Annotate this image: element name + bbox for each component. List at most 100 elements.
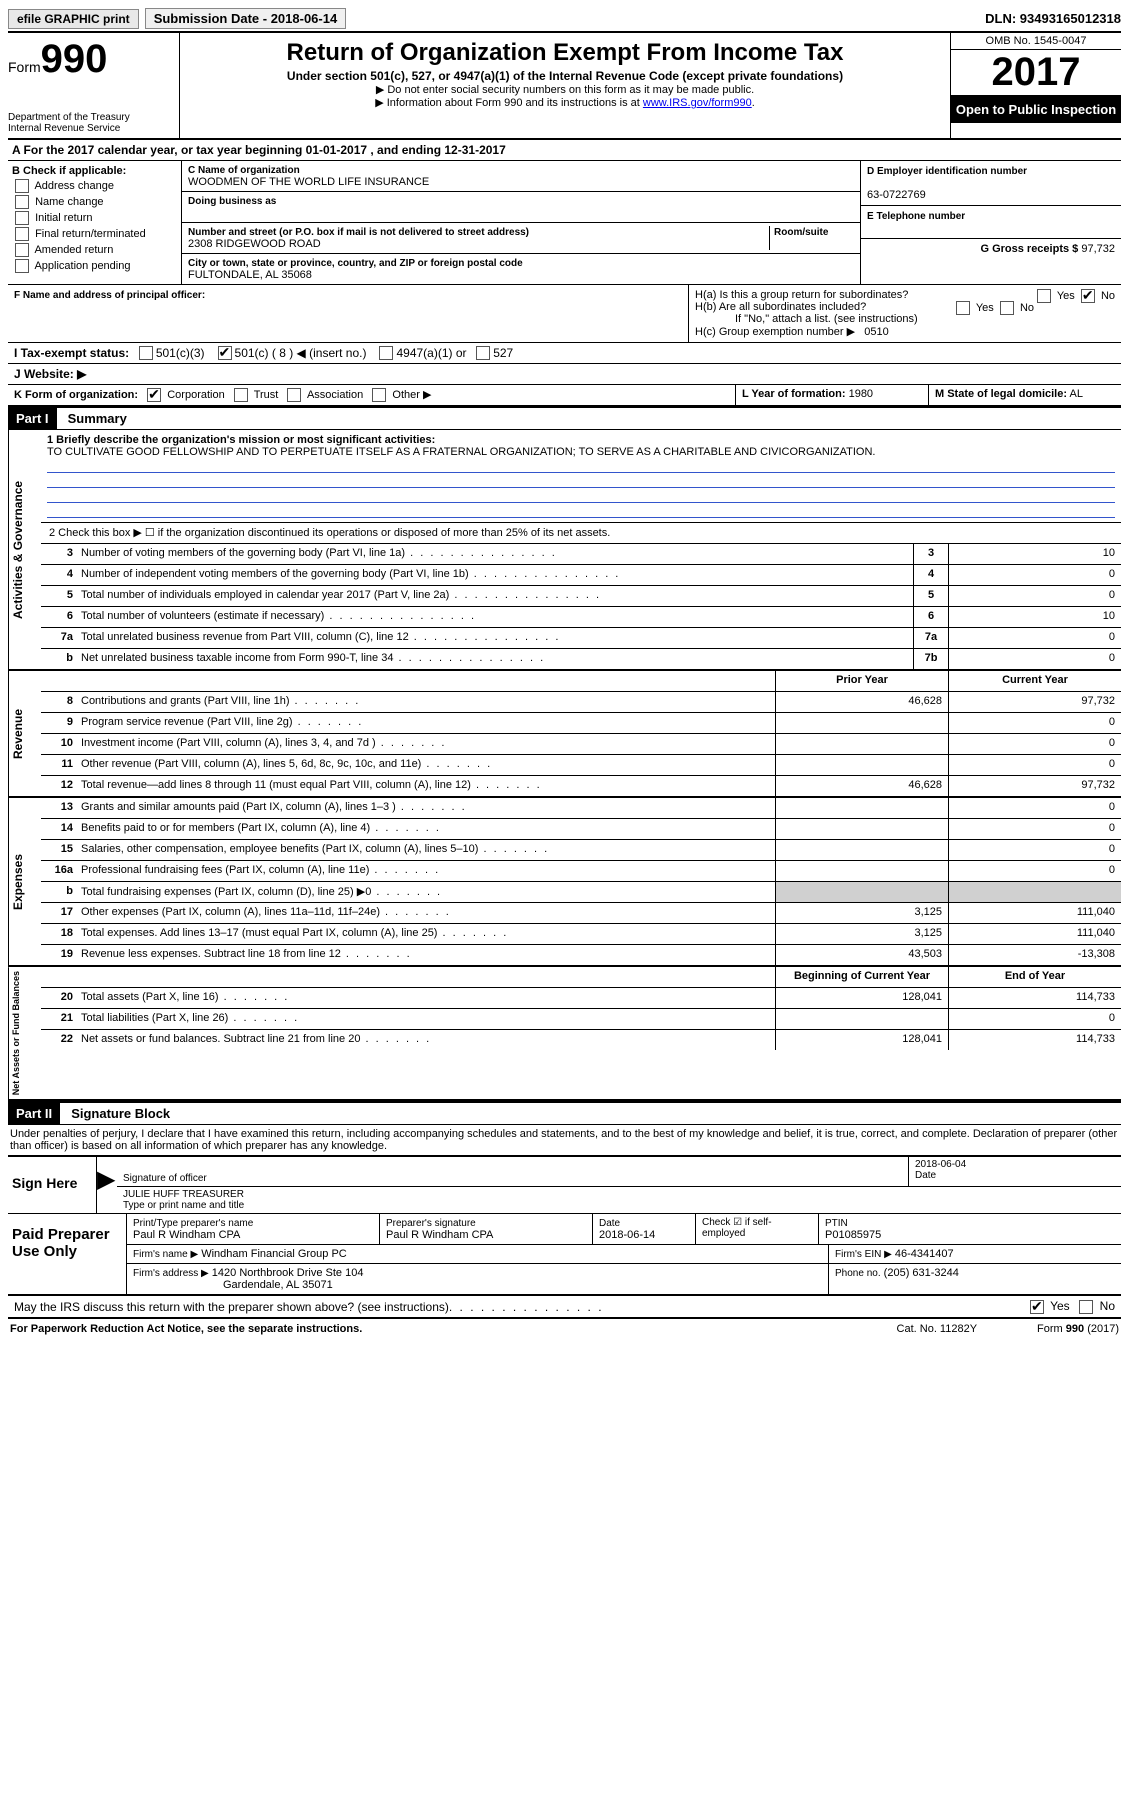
hb-note: If "No," attach a list. (see instruction…: [695, 313, 1115, 325]
tax-exempt-label: I Tax-exempt status:: [14, 346, 129, 360]
note-info-pre: ▶ Information about Form 990 and its ins…: [375, 97, 643, 109]
ein-cell: D Employer identification number 63-0722…: [861, 161, 1121, 206]
summary-row: b Total fundraising expenses (Part IX, c…: [41, 882, 1121, 903]
discuss-label: May the IRS discuss this return with the…: [14, 1300, 449, 1314]
net-assets-section: Net Assets or Fund Balances Beginning of…: [8, 967, 1121, 1101]
street-address: 2308 RIDGEWOOD ROAD: [188, 238, 321, 250]
summary-row: 20 Total assets (Part X, line 16) 128,04…: [41, 988, 1121, 1009]
cb-association[interactable]: [287, 388, 301, 402]
cb-discuss-yes[interactable]: [1030, 1300, 1044, 1314]
room-label: Room/suite: [774, 227, 828, 238]
summary-row: 6 Total number of volunteers (estimate i…: [41, 607, 1121, 628]
hc-row: H(c) Group exemption number ▶ 0510: [695, 325, 1115, 338]
year-formation-label: L Year of formation:: [742, 388, 846, 400]
address-label: Number and street (or P.O. box if mail i…: [188, 227, 529, 238]
summary-row: b Net unrelated business taxable income …: [41, 649, 1121, 669]
org-name-label: C Name of organization: [188, 165, 300, 176]
irs-link[interactable]: www.IRS.gov/form990: [643, 97, 752, 109]
summary-row: 10 Investment income (Part VIII, column …: [41, 734, 1121, 755]
arrow-icon: ▶: [97, 1157, 117, 1213]
prior-year-header: Prior Year: [775, 671, 948, 691]
cb-final-return[interactable]: Final return/terminated: [12, 227, 177, 241]
mission-line: [47, 458, 1115, 473]
form-org-label: K Form of organization:: [14, 389, 138, 401]
section-m: M State of legal domicile: AL: [928, 385, 1121, 405]
open-inspection: Open to Public Inspection: [951, 96, 1121, 123]
section-c: C Name of organization WOODMEN OF THE WO…: [182, 161, 860, 284]
pra-notice: For Paperwork Reduction Act Notice, see …: [10, 1323, 362, 1335]
summary-row: 8 Contributions and grants (Part VIII, l…: [41, 692, 1121, 713]
end-year-header: End of Year: [948, 967, 1121, 987]
cb-501c3[interactable]: [139, 346, 153, 360]
cb-corporation[interactable]: [147, 388, 161, 402]
ein-label: D Employer identification number: [867, 166, 1027, 177]
firm-addr-label: Firm's address ▶: [133, 1268, 209, 1279]
part1-title: Summary: [60, 411, 127, 426]
cb-address-change[interactable]: Address change: [12, 179, 177, 193]
begin-year-header: Beginning of Current Year: [775, 967, 948, 987]
vtab-net-assets: Net Assets or Fund Balances: [8, 967, 41, 1099]
website-row: J Website: ▶: [8, 364, 1121, 385]
cb-trust[interactable]: [234, 388, 248, 402]
firm-name: Windham Financial Group PC: [201, 1248, 347, 1260]
top-bar: efile GRAPHIC print Submission Date - 20…: [8, 8, 1121, 33]
calendar-year-row: A For the 2017 calendar year, or tax yea…: [8, 140, 1121, 161]
firm-name-label: Firm's name ▶: [133, 1249, 198, 1260]
gross-receipts-value: 97,732: [1081, 243, 1115, 255]
section-de: D Employer identification number 63-0722…: [860, 161, 1121, 284]
principal-officer-label: F Name and address of principal officer:: [14, 290, 205, 301]
gross-receipts-cell: G Gross receipts $ 97,732: [861, 239, 1121, 259]
note-info: ▶ Information about Form 990 and its ins…: [190, 96, 940, 109]
summary-row: 5 Total number of individuals employed i…: [41, 586, 1121, 607]
summary-row: 9 Program service revenue (Part VIII, li…: [41, 713, 1121, 734]
cb-initial-return[interactable]: Initial return: [12, 211, 177, 225]
form-header: Form990 Department of the Treasury Inter…: [8, 33, 1121, 140]
cb-other[interactable]: [372, 388, 386, 402]
org-name-cell: C Name of organization WOODMEN OF THE WO…: [182, 161, 860, 192]
address-cell: Number and street (or P.O. box if mail i…: [182, 223, 860, 254]
form-number: Form990: [8, 37, 173, 82]
cb-discuss-no[interactable]: [1079, 1300, 1093, 1314]
cb-4947[interactable]: [379, 346, 393, 360]
line2-text: 2 Check this box ▶ ☐ if the organization…: [41, 523, 1121, 543]
part1-badge: Part I: [8, 408, 57, 429]
preparer-signature: Paul R Windham CPA: [386, 1229, 493, 1241]
form-num: 990: [41, 37, 108, 81]
summary-row: 21 Total liabilities (Part X, line 26) 0: [41, 1009, 1121, 1030]
ptin-label: PTIN: [825, 1218, 848, 1229]
cb-527[interactable]: [476, 346, 490, 360]
domicile-label: M State of legal domicile:: [935, 388, 1067, 400]
firm-ein-label: Firm's EIN ▶: [835, 1249, 892, 1260]
officer-name: JULIE HUFF TREASURER: [123, 1189, 244, 1200]
irs-label: Internal Revenue Service: [8, 123, 173, 134]
ptin-value: P01085975: [825, 1229, 881, 1241]
ha-row: H(a) Is this a group return for subordin…: [695, 289, 1115, 301]
cb-501c[interactable]: [218, 346, 232, 360]
cb-application-pending[interactable]: Application pending: [12, 259, 177, 273]
summary-row: 12 Total revenue—add lines 8 through 11 …: [41, 776, 1121, 796]
city-cell: City or town, state or province, country…: [182, 254, 860, 284]
part2-header-row: Part II Signature Block: [8, 1101, 1121, 1125]
mission-label: 1 Briefly describe the organization's mi…: [47, 434, 435, 446]
revenue-section: Revenue Prior Year Current Year 8 Contri…: [8, 671, 1121, 798]
cb-name-change[interactable]: Name change: [12, 195, 177, 209]
header-left: Form990 Department of the Treasury Inter…: [8, 33, 180, 138]
efile-button[interactable]: efile GRAPHIC print: [8, 9, 139, 29]
omb-number: OMB No. 1545-0047: [951, 33, 1121, 50]
hc-value: 0510: [864, 326, 888, 338]
cat-number: Cat. No. 11282Y: [897, 1323, 978, 1335]
cb-amended-return[interactable]: Amended return: [12, 243, 177, 257]
mission-line: [47, 503, 1115, 518]
mission-text: TO CULTIVATE GOOD FELLOWSHIP AND TO PERP…: [47, 446, 1115, 458]
dln-label: DLN: 93493165012318: [985, 11, 1121, 26]
prep-date-label: Date: [599, 1218, 620, 1229]
org-name: WOODMEN OF THE WORLD LIFE INSURANCE: [188, 176, 429, 188]
summary-row: 15 Salaries, other compensation, employe…: [41, 840, 1121, 861]
summary-row: 13 Grants and similar amounts paid (Part…: [41, 798, 1121, 819]
ein-value: 63-0722769: [867, 189, 926, 201]
vtab-activities: Activities & Governance: [8, 430, 41, 669]
firm-address-2: Gardendale, AL 35071: [133, 1279, 333, 1291]
part2-badge: Part II: [8, 1103, 60, 1124]
perjury-declaration: Under penalties of perjury, I declare th…: [8, 1125, 1121, 1156]
activities-governance-section: Activities & Governance 1 Briefly descri…: [8, 430, 1121, 671]
